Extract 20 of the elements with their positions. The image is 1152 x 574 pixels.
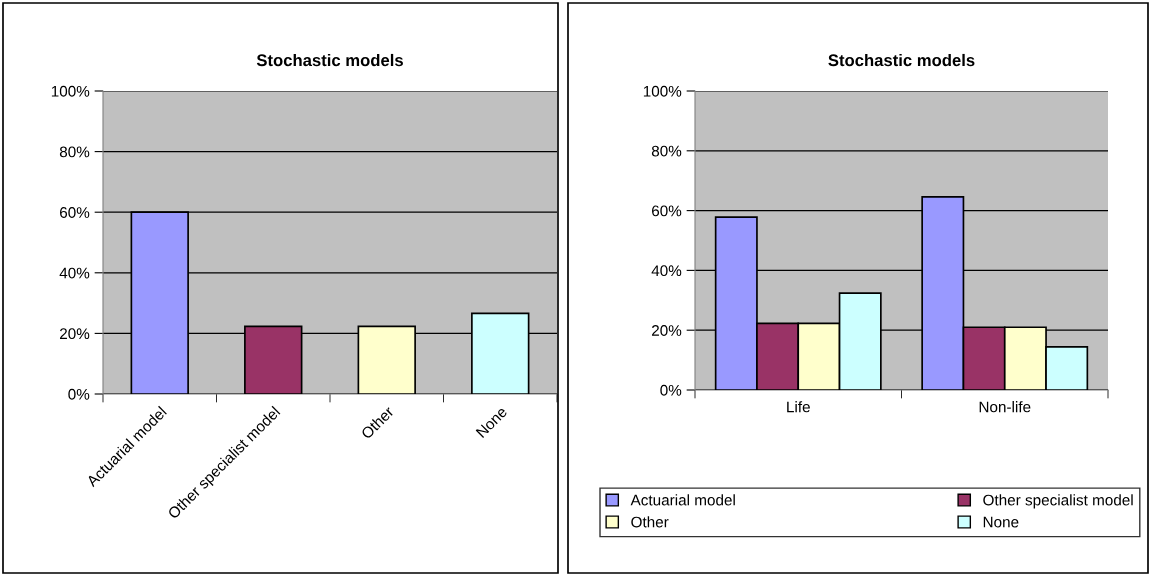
legend-label: None	[983, 516, 1019, 528]
y-tick-label: 20%	[652, 325, 682, 336]
y-tick-label: 60%	[60, 207, 90, 218]
y-tick-label: 0%	[660, 384, 682, 396]
chart-title: Stochastic models	[828, 53, 975, 67]
legend-label: Actuarial model	[630, 494, 735, 506]
y-tick-label: 60%	[652, 205, 682, 217]
y-tick-label: 20%	[60, 328, 90, 340]
legend-label: Other	[631, 516, 669, 528]
y-tick-label: 0%	[68, 388, 90, 400]
chart-title: Stochastic models	[256, 53, 403, 67]
y-tick-label: 40%	[59, 267, 90, 279]
x-tick-label: Life	[787, 401, 810, 413]
y-tick-label: 80%	[651, 145, 682, 157]
x-tick-label: Non-life	[979, 401, 1031, 413]
y-tick-label: 80%	[59, 146, 90, 158]
y-tick-label: 100%	[51, 85, 90, 97]
y-tick-label: 100%	[643, 85, 682, 97]
legend-label: Other specialist model	[983, 494, 1133, 509]
y-tick-label: 40%	[651, 265, 682, 277]
